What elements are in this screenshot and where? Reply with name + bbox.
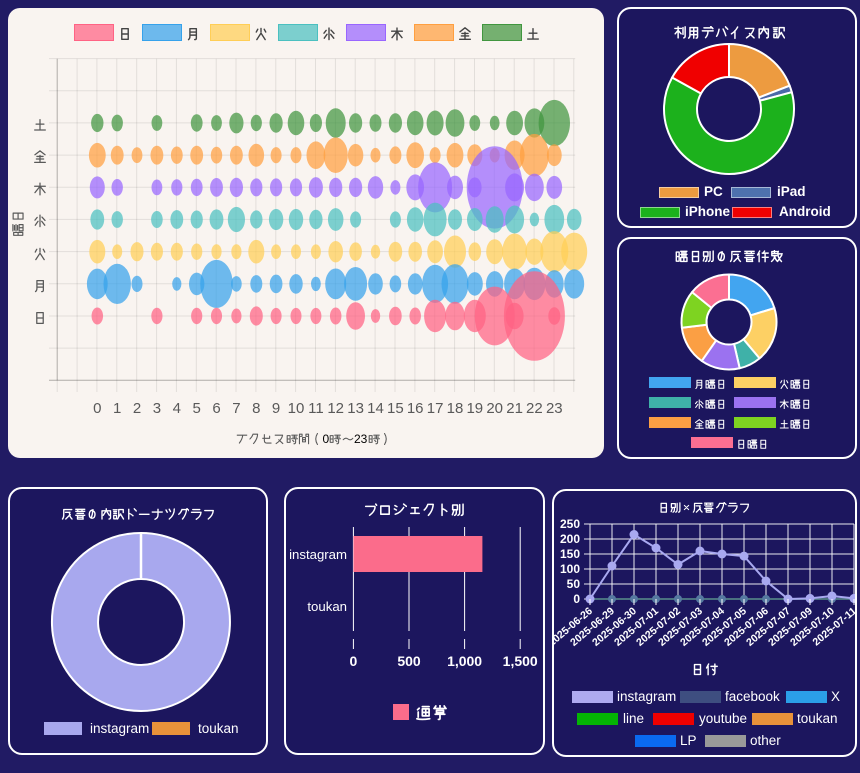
svg-text:19: 19 [466, 400, 483, 417]
svg-text:6: 6 [212, 400, 220, 417]
svg-text:15: 15 [387, 400, 404, 417]
svg-text:14: 14 [367, 400, 384, 417]
svg-text:toukan: toukan [307, 599, 347, 614]
svg-text:150: 150 [560, 547, 580, 561]
svg-text:13: 13 [347, 400, 364, 417]
svg-text:500: 500 [397, 653, 421, 669]
svg-text:12: 12 [327, 400, 344, 417]
svg-text:21: 21 [506, 400, 523, 417]
svg-text:0: 0 [350, 653, 358, 669]
svg-text:9: 9 [272, 400, 280, 417]
svg-text:instagram: instagram [289, 547, 347, 562]
svg-text:7: 7 [232, 400, 240, 417]
svg-text:0: 0 [573, 592, 580, 606]
svg-text:0: 0 [93, 400, 101, 417]
svg-text:16: 16 [407, 400, 424, 417]
svg-text:5: 5 [193, 400, 201, 417]
svg-text:2: 2 [133, 400, 141, 417]
svg-text:11: 11 [308, 400, 324, 417]
svg-text:1: 1 [113, 400, 121, 417]
svg-text:4: 4 [173, 400, 181, 417]
svg-text:200: 200 [560, 532, 580, 546]
svg-text:23: 23 [546, 400, 563, 417]
svg-text:8: 8 [252, 400, 260, 417]
svg-text:22: 22 [526, 400, 543, 417]
svg-text:17: 17 [427, 400, 444, 417]
svg-text:18: 18 [447, 400, 464, 417]
svg-text:100: 100 [560, 562, 580, 576]
svg-text:3: 3 [153, 400, 161, 417]
svg-text:1,000: 1,000 [447, 653, 482, 669]
svg-text:50: 50 [567, 577, 581, 591]
svg-text:250: 250 [560, 517, 580, 531]
svg-text:10: 10 [288, 400, 305, 417]
svg-text:20: 20 [486, 400, 503, 417]
svg-text:1,500: 1,500 [503, 653, 538, 669]
